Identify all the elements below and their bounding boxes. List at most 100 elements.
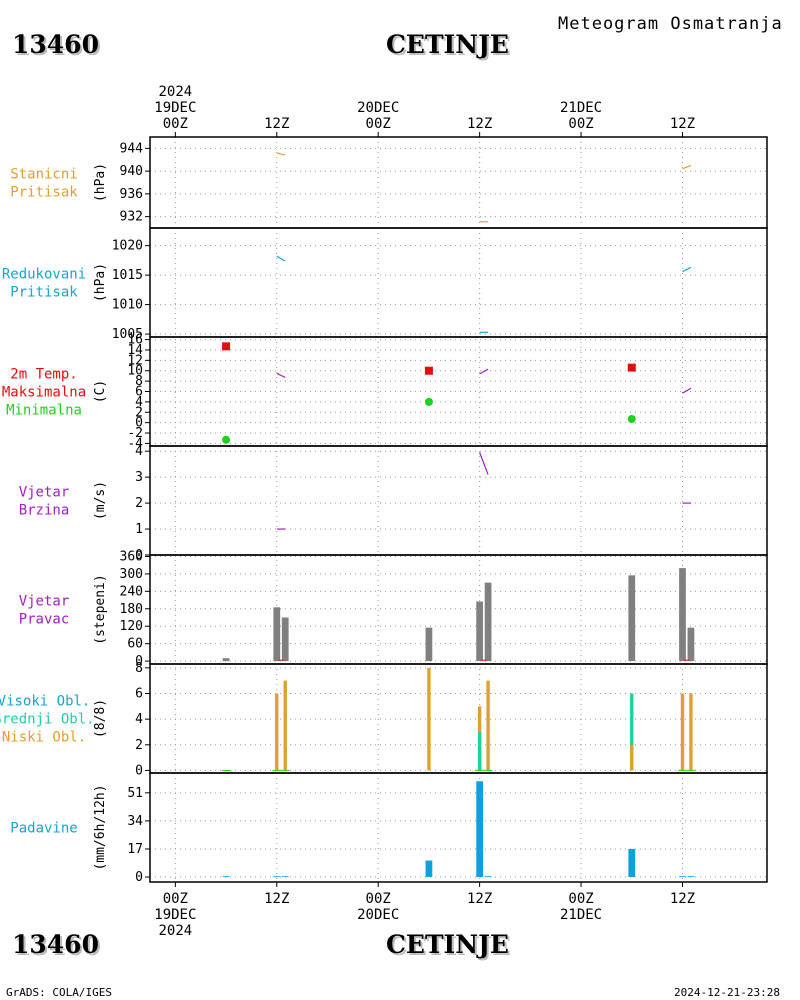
oblaci-label-2: Niski Obl. — [2, 730, 86, 746]
grads-credit: GrADS: COLA/IGES — [6, 986, 112, 999]
vjetar-pravac-bar — [273, 607, 281, 662]
stanicni-unit-label: (hPa) — [93, 163, 108, 202]
temperatura-min-point — [424, 397, 433, 406]
oblaci-ytick-label: 0 — [135, 763, 143, 778]
temperatura-frame — [149, 336, 768, 447]
time-label-top: 00Z — [568, 116, 593, 132]
vjetar-brzina-label-0: Vjetar — [19, 485, 70, 501]
redukovani-label-0: Redukovani — [2, 267, 86, 283]
temperatura-ytick-label: 16 — [127, 333, 143, 348]
meteogram-title: Meteogram Osmatranja — [558, 14, 783, 34]
oblaci-bar — [275, 693, 279, 771]
temperatura-ytick-label: -4 — [127, 436, 143, 451]
redukovani-unit-label: (hPa) — [93, 263, 108, 302]
padavine-bar — [628, 848, 636, 878]
temperatura-min-point — [627, 415, 636, 424]
vjetar-pravac-bar — [476, 601, 484, 662]
time-label-bottom: 00Z — [568, 891, 593, 907]
vjetar-pravac-bar — [281, 617, 289, 662]
oblaci-unit-label: (8/8) — [93, 699, 108, 738]
time-label-bottom: 20DEC — [357, 907, 399, 923]
time-label-top: 00Z — [163, 116, 188, 132]
vjetar-pravac-bar — [425, 627, 433, 662]
vjetar-pravac-bar — [484, 582, 492, 662]
oblaci-ytick-label: 2 — [135, 738, 143, 753]
vjetar-pravac-frame — [149, 554, 768, 665]
time-label-bottom: 12Z — [264, 891, 289, 907]
temperatura-label-2: Minimalna — [6, 403, 82, 419]
time-label-bottom: 00Z — [366, 891, 391, 907]
redukovani-frame — [149, 227, 768, 338]
oblaci-bar — [283, 680, 287, 771]
vjetar-pravac-bar — [687, 627, 695, 662]
vjetar-brzina-ytick-label: 3 — [135, 470, 143, 485]
temperatura-ytick-label: 8 — [135, 374, 143, 389]
vjetar-pravac-ytick-label: 360 — [120, 549, 143, 564]
stanicni-label-0: Stanicni — [10, 167, 77, 183]
time-label-bottom: 19DEC — [154, 907, 196, 923]
redukovani-series-segment — [682, 266, 692, 273]
redukovani-label-1: Pritisak — [10, 285, 78, 301]
redukovani-ytick-label: 1005 — [112, 327, 143, 342]
oblaci-frame — [149, 663, 768, 774]
station-id-top: 13460 — [12, 30, 99, 59]
time-label-top: 00Z — [366, 116, 391, 132]
oblaci-bar — [427, 667, 431, 771]
time-label-top: 12Z — [264, 116, 289, 132]
station-name-bottom: CETINJE — [386, 930, 509, 959]
station-id-bottom: 13460 — [12, 930, 99, 959]
temperatura-max-point — [627, 363, 636, 372]
time-label-bottom: 00Z — [163, 891, 188, 907]
vjetar-brzina-ytick-label: 1 — [135, 522, 143, 537]
oblaci-bar — [477, 731, 482, 771]
temperatura-series-segment — [682, 387, 692, 394]
temperatura-ytick-label: -2 — [127, 426, 143, 441]
temperatura-ytick-label: 14 — [127, 343, 143, 358]
redukovani-ytick-label: 1010 — [112, 298, 143, 313]
vjetar-pravac-label-0: Vjetar — [19, 594, 70, 610]
oblaci-ytick-label: 4 — [135, 712, 143, 727]
vjetar-brzina-label-1: Brzina — [19, 503, 70, 519]
padavine-bar — [484, 876, 492, 878]
padavine-ytick-label: 17 — [127, 842, 143, 857]
time-label-bottom: 21DEC — [560, 907, 602, 923]
stanicni-label-1: Pritisak — [10, 185, 78, 201]
vjetar-pravac-ytick-label: 300 — [120, 567, 143, 582]
temperatura-max-point — [222, 342, 231, 351]
vjetar-pravac-ytick-label: 0 — [135, 654, 143, 669]
temperatura-ytick-label: 2 — [135, 405, 143, 420]
oblaci-label-0: Visoki Obl. — [0, 694, 90, 710]
time-label-top: 21DEC — [560, 100, 602, 116]
oblaci-bar — [630, 693, 634, 771]
padavine-unit-label: (mm/6h/12h) — [93, 784, 108, 870]
vjetar-pravac-bar — [222, 658, 230, 662]
time-label-bottom: 2024 — [158, 923, 192, 939]
padavine-bar — [425, 860, 433, 878]
temperatura-ytick-label: 0 — [135, 416, 143, 431]
padavine-bar — [273, 876, 281, 878]
stanicni-ytick-label: 940 — [120, 164, 143, 179]
plot-timestamp: 2024-12-21-23:28 — [674, 986, 780, 999]
stanicni-ytick-label: 936 — [120, 187, 143, 202]
oblaci-ytick-label: 8 — [135, 661, 143, 676]
time-label-bottom: 12Z — [467, 891, 492, 907]
padavine-frame — [149, 772, 768, 883]
vjetar-pravac-label-1: Pravac — [19, 612, 70, 628]
padavine-ytick-label: 51 — [127, 786, 143, 801]
temperatura-unit-label: (C) — [93, 380, 108, 403]
padavine-bar — [222, 876, 230, 878]
temperatura-label-1: Maksimalna — [2, 385, 86, 401]
vjetar-brzina-frame — [149, 445, 768, 556]
oblaci-bar — [680, 693, 685, 771]
stanicni-frame — [149, 136, 768, 229]
stanicni-series-segment — [682, 164, 692, 170]
redukovani-series-segment — [276, 255, 286, 262]
time-label-top: 19DEC — [154, 100, 196, 116]
oblaci-ytick-label: 6 — [135, 686, 143, 701]
temperatura-max-point — [424, 366, 433, 375]
vjetar-brzina-ytick-label: 0 — [135, 548, 143, 563]
vjetar-pravac-ytick-label: 240 — [120, 584, 143, 599]
vjetar-pravac-unit-label: (stepeni) — [93, 574, 108, 644]
padavine-bar — [687, 876, 695, 878]
